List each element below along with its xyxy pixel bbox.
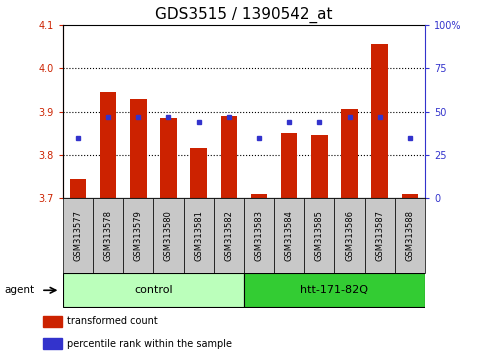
Bar bbox=[43, 338, 62, 349]
FancyBboxPatch shape bbox=[154, 198, 184, 273]
Bar bbox=[70, 179, 86, 198]
FancyBboxPatch shape bbox=[123, 198, 154, 273]
FancyBboxPatch shape bbox=[213, 198, 244, 273]
Text: GSM313582: GSM313582 bbox=[224, 210, 233, 261]
FancyBboxPatch shape bbox=[93, 198, 123, 273]
FancyBboxPatch shape bbox=[395, 198, 425, 273]
Bar bbox=[221, 116, 237, 198]
FancyBboxPatch shape bbox=[334, 198, 365, 273]
FancyBboxPatch shape bbox=[365, 198, 395, 273]
FancyBboxPatch shape bbox=[274, 198, 304, 273]
Text: GSM313584: GSM313584 bbox=[284, 210, 294, 261]
Bar bbox=[190, 148, 207, 198]
Title: GDS3515 / 1390542_at: GDS3515 / 1390542_at bbox=[155, 7, 333, 23]
Bar bbox=[100, 92, 116, 198]
Text: htt-171-82Q: htt-171-82Q bbox=[300, 285, 369, 295]
Bar bbox=[251, 194, 267, 198]
FancyBboxPatch shape bbox=[63, 198, 93, 273]
Text: GSM313579: GSM313579 bbox=[134, 210, 143, 261]
FancyBboxPatch shape bbox=[244, 198, 274, 273]
Text: agent: agent bbox=[5, 285, 35, 295]
FancyBboxPatch shape bbox=[244, 273, 425, 307]
Text: GSM313587: GSM313587 bbox=[375, 210, 384, 261]
FancyBboxPatch shape bbox=[63, 273, 244, 307]
Text: percentile rank within the sample: percentile rank within the sample bbox=[67, 339, 232, 349]
Text: GSM313585: GSM313585 bbox=[315, 210, 324, 261]
Text: GSM313578: GSM313578 bbox=[103, 210, 113, 261]
Text: control: control bbox=[134, 285, 172, 295]
Text: transformed count: transformed count bbox=[67, 316, 158, 326]
Bar bbox=[311, 135, 327, 198]
FancyBboxPatch shape bbox=[184, 198, 213, 273]
Bar bbox=[160, 118, 177, 198]
Bar bbox=[402, 194, 418, 198]
Bar bbox=[371, 44, 388, 198]
FancyBboxPatch shape bbox=[304, 198, 334, 273]
Text: GSM313588: GSM313588 bbox=[405, 210, 414, 261]
Text: GSM313581: GSM313581 bbox=[194, 210, 203, 261]
Bar bbox=[43, 316, 62, 327]
Text: GSM313586: GSM313586 bbox=[345, 210, 354, 261]
Bar bbox=[130, 98, 146, 198]
Bar bbox=[281, 133, 298, 198]
Bar bbox=[341, 109, 358, 198]
Text: GSM313583: GSM313583 bbox=[255, 210, 264, 261]
Text: GSM313577: GSM313577 bbox=[73, 210, 83, 261]
Text: GSM313580: GSM313580 bbox=[164, 210, 173, 261]
